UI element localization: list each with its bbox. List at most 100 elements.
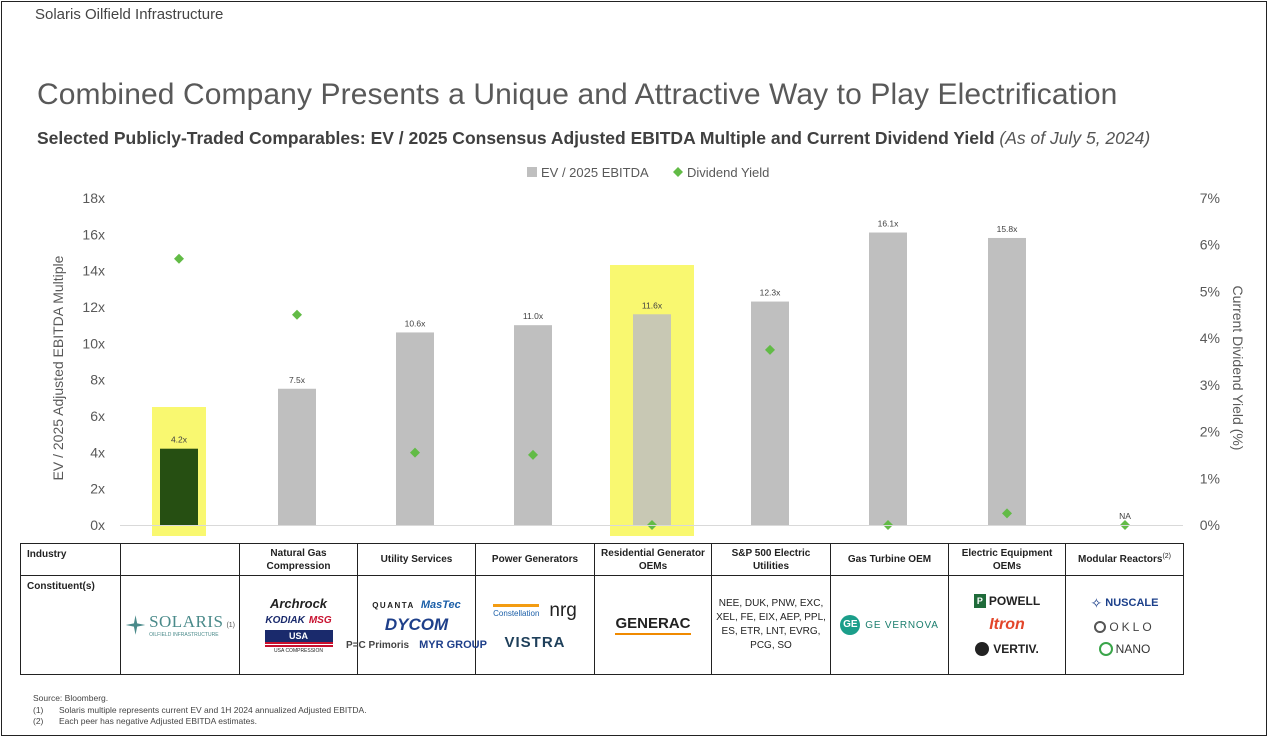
- msg-logo: MSG: [308, 615, 332, 626]
- dividend-point: [174, 253, 184, 264]
- right-tick-label: 4%: [1200, 330, 1220, 346]
- industry-row-label: Industry: [20, 543, 121, 576]
- left-tick-label: 10x: [82, 335, 105, 351]
- left-tick-label: 0x: [90, 517, 105, 533]
- solaris-tagline: OILFIELD INFRASTRUCTURE: [149, 632, 219, 638]
- ge-monogram-icon: GE: [840, 615, 861, 635]
- left-axis-ticks: 0x 2x 4x 6x 8x 10x 12x 14x 16x 18x: [82, 190, 105, 533]
- itron-logo: Itron: [989, 616, 1025, 633]
- constituent-solaris: SOLARIS OILFIELD INFRASTRUCTURE (1): [120, 575, 240, 675]
- constituent-row: Constituent(s) SOLARIS OILFIELD INFRASTR…: [20, 575, 1184, 675]
- sp500-tickers-line-2: XEL, FE, EIX, AEP, PPL,: [716, 612, 826, 623]
- primoris-logo: P=C Primoris: [346, 639, 410, 651]
- constituent-power: Constellation nrg VISTRA: [475, 575, 595, 675]
- company-name: Solaris Oilfield Infrastructure: [35, 6, 224, 23]
- dividend-point: [292, 309, 302, 320]
- right-tick-label: 1%: [1200, 470, 1220, 486]
- bar-label: 7.5x: [289, 375, 306, 385]
- kodiak-logo: KODIAK: [265, 615, 305, 626]
- bar-label: 12.3x: [760, 288, 782, 298]
- legend: EV / 2025 EBITDA Dividend Yield: [527, 165, 769, 180]
- usa-compression-logo: USA: [264, 630, 333, 642]
- comparables-table: Industry Natural Gas Compression Utility…: [20, 543, 1184, 675]
- footnote-2: Each peer has negative Adjusted EBITDA e…: [59, 716, 257, 726]
- subtitle-date: (As of July 5, 2024): [999, 128, 1151, 148]
- myr-logo: MYR GROUP: [419, 639, 487, 651]
- powell-logo: POWELL: [988, 594, 1041, 608]
- industry-sp500: S&P 500 Electric Utilities: [711, 543, 831, 576]
- dividend-point: [410, 447, 420, 458]
- comparables-chart: 4.2x 7.5x 10.6x 11.0x 11.6x 12.3x 16.1x 15.8x NA…: [50, 165, 1246, 536]
- legend-label-ebitda: EV / 2025 EBITDA: [541, 165, 649, 180]
- sp500-tickers-line-3: ES, ETR, LNT, EVRG,: [721, 626, 821, 637]
- bar-label: 10.6x: [405, 318, 427, 328]
- constellation-logo: Constellation: [493, 603, 540, 618]
- legend-swatch-dividend: [673, 167, 683, 177]
- right-tick-label: 0%: [1200, 517, 1220, 533]
- solaris-star-icon: [125, 615, 146, 635]
- footnote-1: Solaris multiple represents current EV a…: [59, 704, 367, 715]
- right-tick-label: 7%: [1200, 190, 1220, 206]
- left-tick-label: 14x: [82, 263, 105, 279]
- industry-utility: Utility Services: [357, 543, 476, 576]
- nano-logo: NANO: [1115, 641, 1151, 656]
- quanta-logo: QUANTA: [372, 600, 415, 610]
- left-tick-label: 16x: [82, 226, 105, 242]
- solaris-footnote-ref: (1): [226, 621, 235, 629]
- left-tick-label: 18x: [82, 190, 105, 206]
- right-tick-label: 5%: [1200, 283, 1220, 299]
- industry-power: Power Generators: [475, 543, 595, 576]
- multiple-bars: [160, 232, 1026, 525]
- dividend-point: [765, 344, 775, 355]
- industry-modular: Modular Reactors(2): [1065, 543, 1184, 576]
- oklo-logo: OKLO: [1109, 619, 1155, 634]
- legend-swatch-ebitda: [527, 167, 537, 177]
- industry-residential: Residential Generator OEMs: [594, 543, 712, 576]
- constituent-turbine: GE GE VERNOVA: [830, 575, 949, 675]
- constituent-nat-gas: Archrock KODIAK MSG USA USA COMPRESSION: [239, 575, 358, 675]
- bar-label: 11.0x: [523, 311, 544, 321]
- y-axis-label-right: Current Dividend Yield (%): [1230, 286, 1246, 451]
- nrg-logo: nrg: [549, 599, 577, 621]
- right-axis-ticks: 0% 1% 2% 3% 4% 5% 6% 7%: [1200, 190, 1220, 533]
- bar: [988, 237, 1026, 525]
- vertiv-logo: VERTIV.: [993, 642, 1039, 656]
- powell-icon: P: [973, 594, 986, 608]
- solaris-logo: SOLARIS: [149, 612, 224, 631]
- constituent-electric: P POWELL Itron VERTIV.: [948, 575, 1066, 675]
- oklo-icon: [1094, 620, 1107, 633]
- constituent-utility: QUANTA MasTec DYCOM P=C Primoris MYR GRO…: [346, 575, 487, 675]
- right-tick-label: 3%: [1200, 377, 1220, 393]
- dividend-point: [1002, 508, 1012, 519]
- bar-label: 16.1x: [878, 219, 900, 229]
- left-tick-label: 4x: [90, 444, 105, 460]
- left-tick-label: 2x: [90, 481, 105, 497]
- industry-electric: Electric Equipment OEMs: [948, 543, 1066, 576]
- nuscale-icon: ✧: [1090, 594, 1103, 611]
- mastec-logo: MasTec: [420, 599, 461, 611]
- right-tick-label: 6%: [1200, 237, 1220, 253]
- sp500-tickers-line-1: NEE, DUK, PNW, EXC,: [718, 598, 824, 609]
- vistra-logo: VISTRA: [504, 633, 566, 651]
- right-tick-label: 2%: [1200, 424, 1220, 440]
- industry-turbine: Gas Turbine OEM: [830, 543, 949, 576]
- legend-label-dividend: Dividend Yield: [687, 165, 769, 180]
- bar: [514, 325, 552, 525]
- bar-label: 4.2x: [171, 435, 188, 445]
- bar-label: 11.6x: [642, 300, 663, 310]
- chart-subtitle: Selected Publicly-Traded Comparables: EV…: [37, 128, 1150, 149]
- bar: [869, 232, 907, 525]
- industry-solaris: [120, 543, 240, 576]
- bar: [160, 448, 198, 525]
- usa-compression-text: USA COMPRESSION: [274, 648, 323, 654]
- bar-value-labels: 4.2x 7.5x 10.6x 11.0x 11.6x 12.3x 16.1x 15.8x NA: [171, 219, 1131, 521]
- dividend-point: [528, 449, 538, 460]
- constituent-modular: ✧ NUSCALE OKLO NANO: [1065, 575, 1184, 675]
- bar-label: 15.8x: [997, 224, 1019, 234]
- industry-nat-gas: Natural Gas Compression: [239, 543, 358, 576]
- page-title: Combined Company Presents a Unique and A…: [37, 78, 1118, 111]
- constituent-sp500: NEE, DUK, PNW, EXC, XEL, FE, EIX, AEP, P…: [711, 575, 831, 675]
- bar: [751, 301, 789, 525]
- left-tick-label: 6x: [90, 408, 105, 424]
- bar-label: NA: [1119, 511, 1131, 521]
